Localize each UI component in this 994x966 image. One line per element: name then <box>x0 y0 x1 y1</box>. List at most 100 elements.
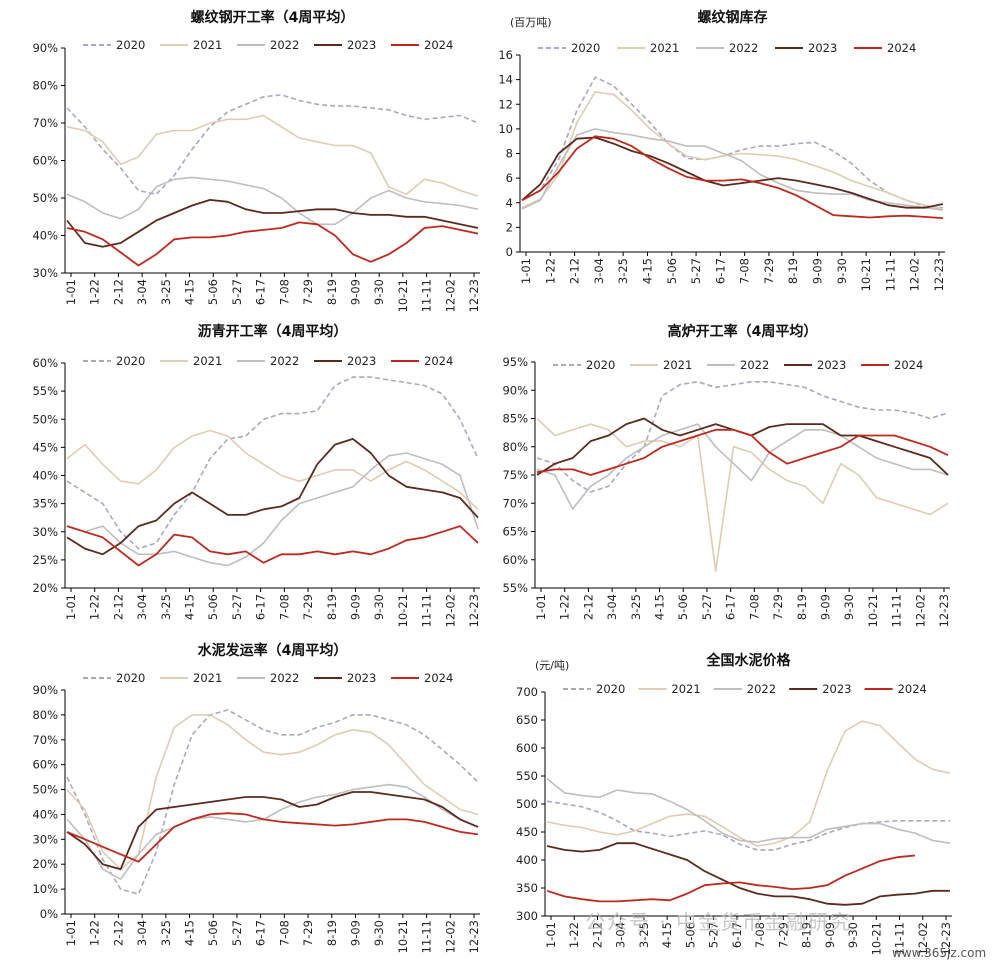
y-tick-label: 10% <box>32 882 58 896</box>
x-tick-label: 1-22 <box>567 922 581 948</box>
x-tick-label: 11-11 <box>420 594 434 627</box>
y-tick-label: 12 <box>498 97 513 111</box>
x-tick-label: 5-27 <box>230 279 244 305</box>
series-line-2024 <box>66 525 479 567</box>
x-tick-label: 4-15 <box>183 279 197 305</box>
legend-label-2022: 2022 <box>270 38 299 52</box>
y-tick-label: 50% <box>32 783 58 797</box>
unit-label: (百万吨) <box>510 16 552 29</box>
x-tick-label: 10-21 <box>396 920 410 953</box>
x-tick-label: 2-12 <box>590 922 604 948</box>
legend-label-2023: 2023 <box>347 354 376 368</box>
legend-label-2021: 2021 <box>671 682 700 696</box>
x-tick-label: 9-30 <box>835 258 849 284</box>
y-tick-label: 10 <box>498 122 513 136</box>
legend-label-2022: 2022 <box>270 671 299 685</box>
legend-label-2023: 2023 <box>817 358 846 372</box>
y-tick-label: 60% <box>32 356 58 370</box>
x-tick-label: 5-27 <box>707 922 721 948</box>
x-tick-label: 1-22 <box>558 594 572 620</box>
x-tick-label: 6-17 <box>254 594 268 620</box>
y-tick-label: 700 <box>516 685 538 699</box>
x-tick-label: 6-17 <box>254 279 268 305</box>
series-line-2021 <box>66 114 479 197</box>
x-tick-label: 12-23 <box>467 279 481 312</box>
watermark-text: 公众号 · 中金货币金融研究 <box>585 910 853 934</box>
legend-label-2021: 2021 <box>193 38 222 52</box>
legend-label-2020: 2020 <box>116 671 145 685</box>
x-tick-label: 8-19 <box>795 594 809 620</box>
legend-label-2021: 2021 <box>663 358 692 372</box>
x-tick-label: 5-06 <box>206 920 220 946</box>
x-tick-label: 1-22 <box>543 258 557 284</box>
x-tick-label: 6-17 <box>713 258 727 284</box>
x-tick-label: 7-08 <box>277 920 291 946</box>
series-line-2023 <box>66 791 479 871</box>
series-line-2023 <box>546 842 950 906</box>
x-tick-label: 9-30 <box>372 279 386 305</box>
y-tick-label: 80% <box>32 79 58 93</box>
series-line-2022 <box>521 128 944 211</box>
y-tick-label: 70% <box>32 116 58 130</box>
y-tick-label: 55% <box>502 581 528 595</box>
x-tick-label: 9-30 <box>372 920 386 946</box>
chart-cement-price: 全国水泥价格 (元/吨) 300 350 400 450 500 550 600 650 700 1-… <box>516 652 953 955</box>
x-tick-label: 7-29 <box>762 258 776 284</box>
series-line-2020 <box>66 94 479 196</box>
x-tick-label: 11-11 <box>890 594 904 627</box>
x-tick-label: 9-09 <box>348 594 362 620</box>
legend-label-2020: 2020 <box>116 38 145 52</box>
x-tick-label: 5-27 <box>689 258 703 284</box>
legend-label-2024: 2024 <box>424 354 453 368</box>
x-tick-label: 5-06 <box>665 258 679 284</box>
chart-rebar-utilization: 螺纹钢开工率（4周平均） 30% 40% 50% 60% 70% 80% 90% 1-01 1-2… <box>32 9 481 312</box>
x-tick-label: 2-12 <box>581 594 595 620</box>
y-tick-label: 65% <box>502 525 528 539</box>
series-line-2020 <box>546 800 950 851</box>
y-tick-label: 400 <box>516 853 538 867</box>
x-tick-label: 10-21 <box>866 594 880 627</box>
x-tick-label: 4-15 <box>183 920 197 946</box>
x-tick-label: 3-25 <box>159 279 173 305</box>
series-line-2021 <box>521 91 944 210</box>
x-tick-label: 8-19 <box>325 920 339 946</box>
series-line-2024 <box>66 812 479 863</box>
series-line-2022 <box>66 783 479 881</box>
x-tick-label: 12-02 <box>443 920 457 953</box>
series-line-2021 <box>536 417 949 572</box>
x-tick-label: 7-29 <box>776 922 790 948</box>
x-tick-label: 5-27 <box>700 594 714 620</box>
x-tick-label: 12-02 <box>913 594 927 627</box>
y-tick-label: 90% <box>32 683 58 697</box>
series-line-2022 <box>66 452 479 567</box>
x-tick-label: 3-04 <box>592 258 606 284</box>
x-tick-label: 1-01 <box>544 922 558 948</box>
legend-label-2020: 2020 <box>596 682 625 696</box>
y-tick-label: 90% <box>502 383 528 397</box>
x-tick-label: 4-15 <box>660 922 674 948</box>
legend-label-2022: 2022 <box>747 682 776 696</box>
x-tick-label: 12-23 <box>939 922 953 955</box>
y-tick-label: 550 <box>516 769 538 783</box>
x-tick-label: 6-17 <box>254 920 268 946</box>
y-tick-label: 55% <box>32 384 58 398</box>
x-tick-label: 5-27 <box>230 920 244 946</box>
y-tick-label: 0% <box>40 907 58 921</box>
x-tick-label: 12-02 <box>908 258 922 291</box>
legend-label-2021: 2021 <box>193 354 222 368</box>
y-tick-label: 30% <box>32 266 58 280</box>
y-tick-label: 85% <box>502 412 528 426</box>
x-tick-label: 8-19 <box>325 594 339 620</box>
y-tick-label: 80% <box>502 440 528 454</box>
chart-title: 高炉开工率（4周平均） <box>668 323 818 340</box>
x-tick-label: 5-06 <box>676 594 690 620</box>
x-tick-label: 10-21 <box>396 279 410 312</box>
x-tick-label: 12-23 <box>467 594 481 627</box>
x-tick-label: 3-04 <box>135 279 149 305</box>
y-tick-label: 45% <box>32 440 58 454</box>
legend-label-2024: 2024 <box>887 41 916 55</box>
x-tick-label: 3-04 <box>614 922 628 948</box>
x-tick-label: 2-12 <box>111 920 125 946</box>
x-tick-label: 7-08 <box>277 279 291 305</box>
